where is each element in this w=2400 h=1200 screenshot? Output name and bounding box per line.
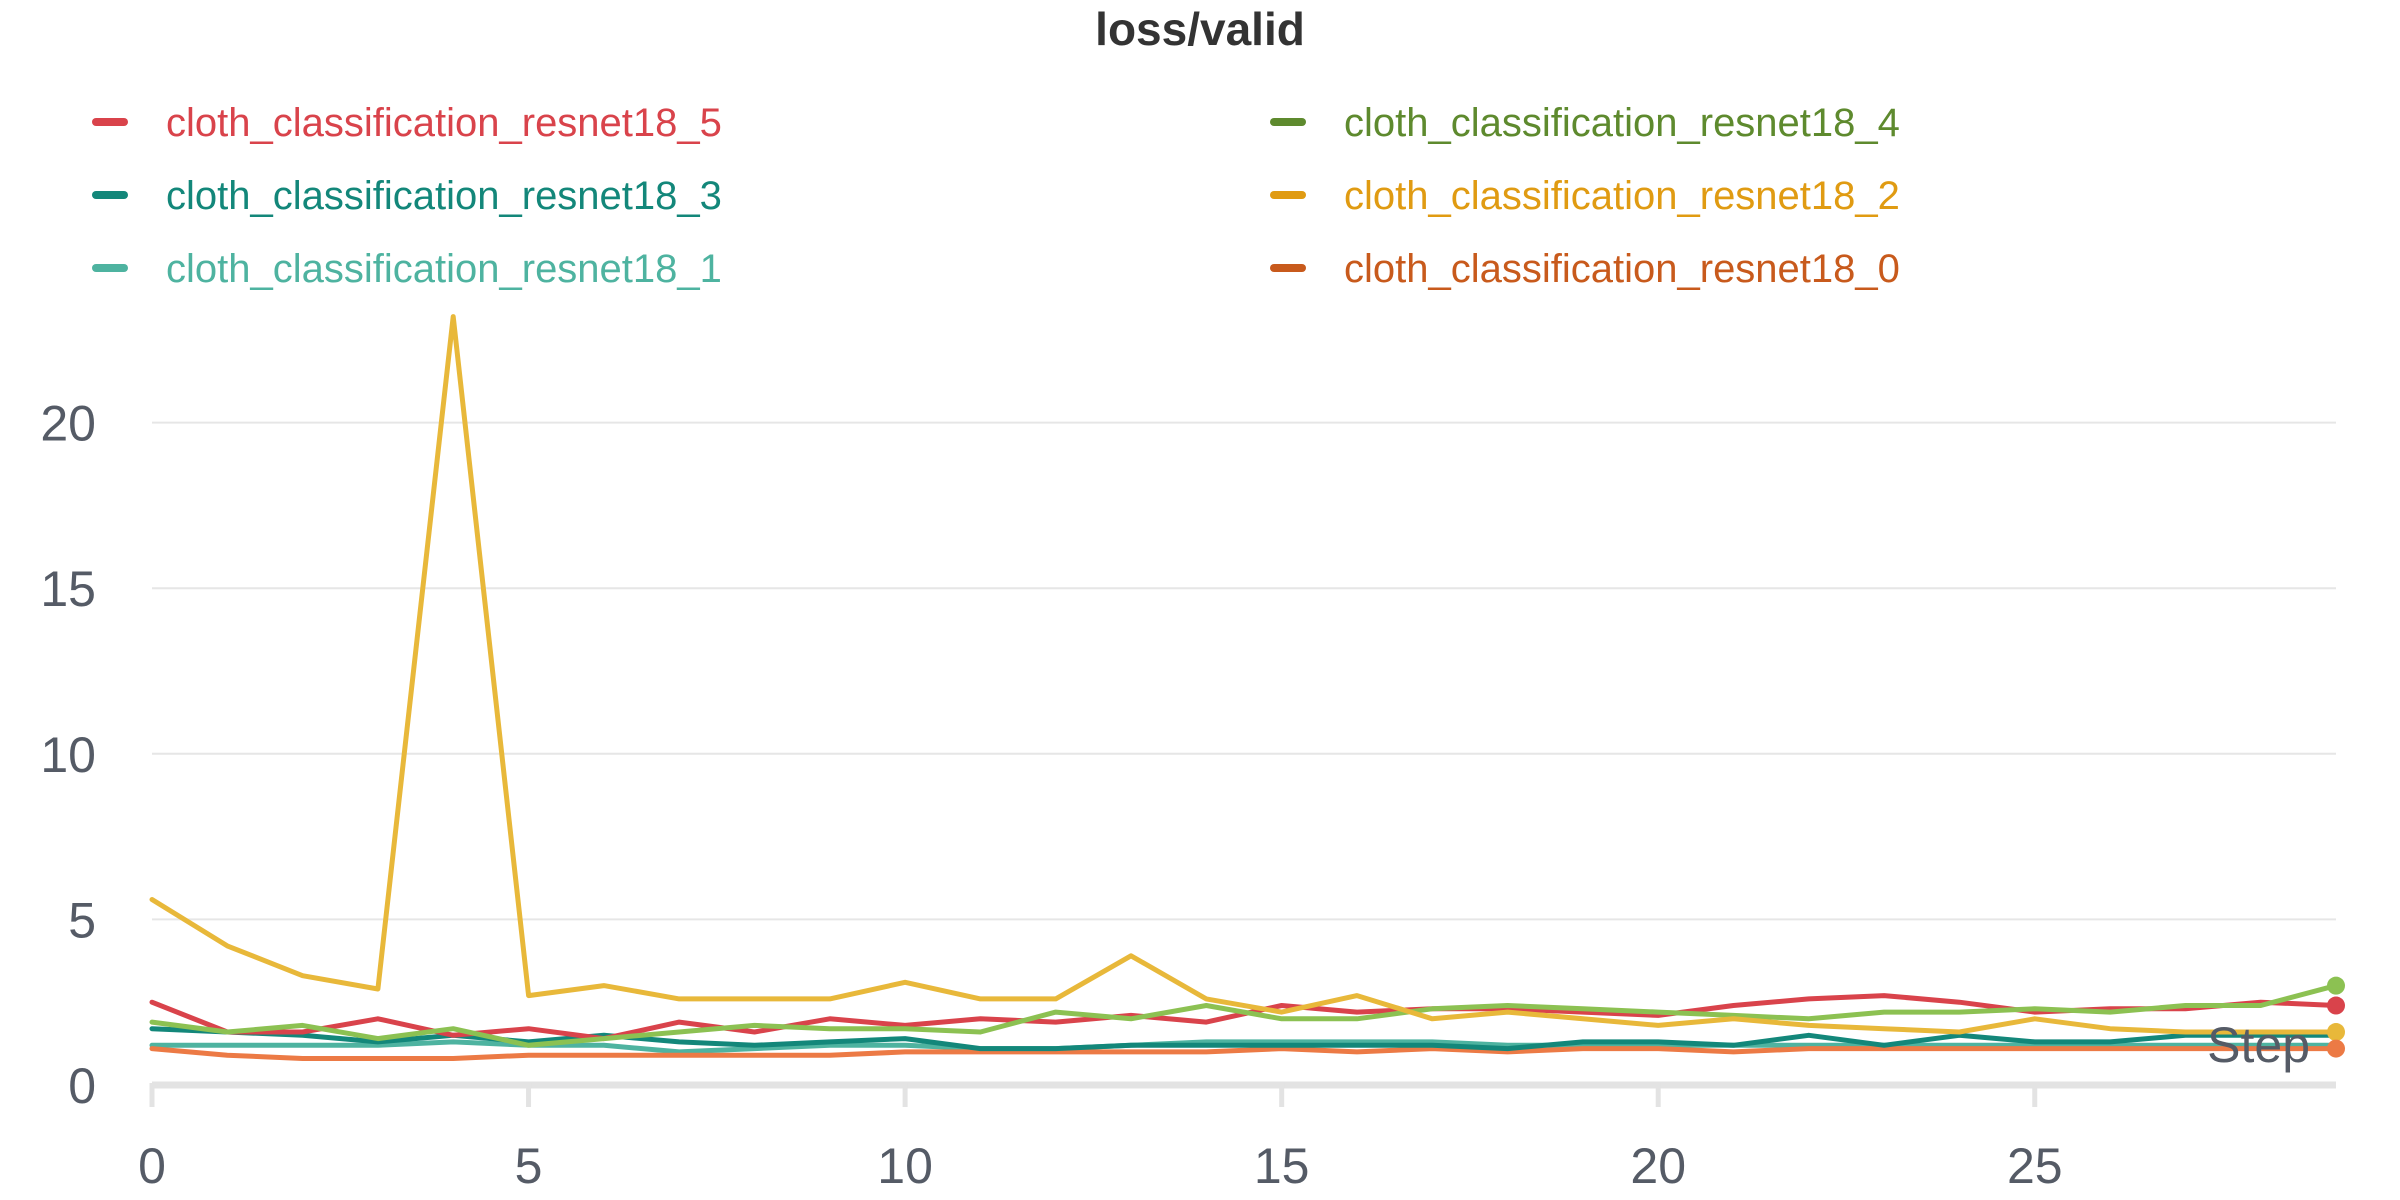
legend-label: cloth_classification_resnet18_1 (166, 247, 722, 291)
legend-label: cloth_classification_resnet18_3 (166, 174, 722, 218)
series-line (149, 1046, 2339, 1061)
y-tick-label: 10 (40, 727, 96, 783)
series-endpoint (2327, 1039, 2345, 1058)
legend-swatch (92, 118, 128, 126)
x-tick-label: 25 (2007, 1138, 2063, 1194)
legend-swatch (92, 191, 128, 199)
legend-label: cloth_classification_resnet18_0 (1344, 247, 1900, 291)
gridlines (152, 421, 2336, 921)
legend-swatch (1270, 118, 1306, 126)
x-axis-label: Step (2207, 1017, 2310, 1073)
legend: cloth_classification_resnet18_5 cloth_cla… (92, 101, 1900, 291)
x-tick-label: 10 (877, 1138, 933, 1194)
y-tick-label: 15 (40, 561, 96, 617)
legend-label: cloth_classification_resnet18_4 (1344, 101, 1900, 145)
x-tick-label: 0 (138, 1138, 166, 1194)
legend-swatch (92, 264, 128, 272)
y-tick-labels: 0 5 10 15 20 (40, 396, 96, 1114)
x-tick-label: 20 (1630, 1138, 1686, 1194)
series-line (149, 983, 2339, 1048)
series-endpoint (2327, 976, 2345, 995)
series-endpoints (2327, 976, 2345, 1058)
x-tick-labels: 0 5 10 15 20 25 (138, 1083, 2063, 1194)
legend-label: cloth_classification_resnet18_5 (166, 101, 722, 145)
chart-title: loss/valid (1095, 3, 1305, 55)
series-endpoint (2327, 1023, 2345, 1042)
x-tick-label: 5 (515, 1138, 543, 1194)
y-tick-label: 5 (68, 892, 96, 948)
y-tick-label: 20 (40, 396, 96, 452)
legend-swatch (1270, 191, 1306, 199)
x-tick-label: 15 (1254, 1138, 1310, 1194)
series-endpoint (2327, 996, 2345, 1015)
y-tick-label: 0 (68, 1058, 96, 1114)
series-line (149, 314, 2339, 1035)
legend-label: cloth_classification_resnet18_2 (1344, 174, 1900, 218)
series-lines (149, 314, 2339, 1061)
legend-swatch (1270, 264, 1306, 272)
